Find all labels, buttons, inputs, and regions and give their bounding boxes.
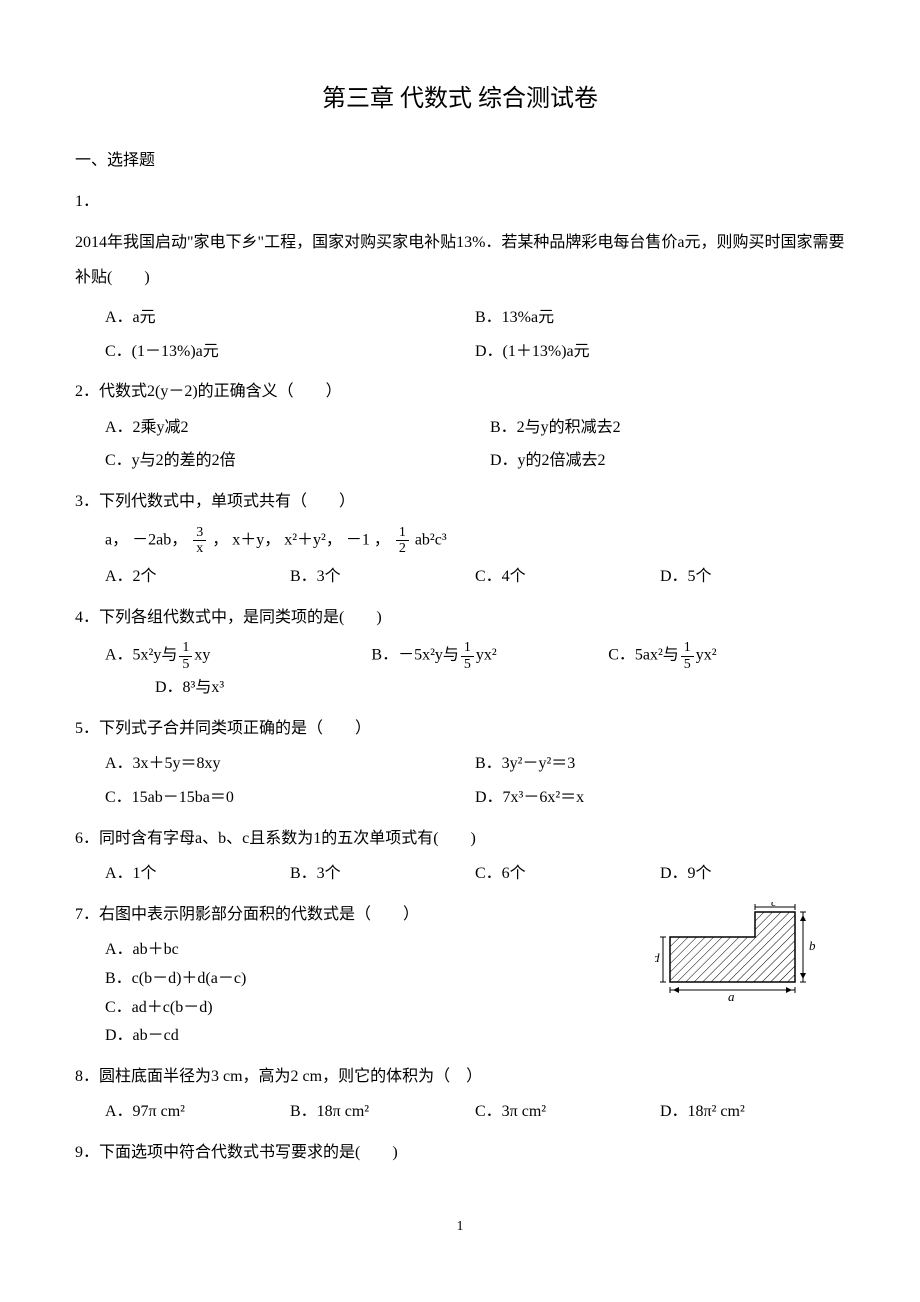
q1-optC: C．(1－13%)a元 xyxy=(105,339,475,365)
q3-expr-c: ， x＋y， x²＋y²， －1 ， xyxy=(212,531,390,548)
q3-optB: B．3个 xyxy=(290,564,475,590)
q3-expr-d: ab²c³ xyxy=(415,531,447,548)
q7-optD: D．ab－cd xyxy=(75,1023,845,1049)
q4-optA: A．5x²y与15xy xyxy=(105,640,371,672)
q1-number: 1． xyxy=(75,189,845,215)
q5-text: 5．下列式子合并同类项正确的是（ ） xyxy=(75,716,845,742)
q8-optA: A．97π cm² xyxy=(105,1099,290,1125)
q6-text: 6．同时含有字母a、b、c且系数为1的五次单项式有( ) xyxy=(75,826,845,852)
q5-optC: C．15ab－15ba＝0 xyxy=(105,785,475,811)
q8-options: A．97π cm² B．18π cm² C．3π cm² D．18π² cm² xyxy=(75,1099,845,1125)
q1-options-row2: C．(1－13%)a元 D．(1＋13%)a元 xyxy=(75,339,845,365)
q9-text: 9．下面选项中符合代数式书写要求的是( ) xyxy=(75,1140,845,1166)
q6-optD: D．9个 xyxy=(660,861,845,887)
q2-options-row1: A．2乘y减2 B．2与y的积减去2 xyxy=(75,415,845,441)
q3-expr-a: a， xyxy=(105,531,128,548)
q6-options: A．1个 B．3个 C．6个 D．9个 xyxy=(75,861,845,887)
q3-optD: D．5个 xyxy=(660,564,845,590)
q3-optC: C．4个 xyxy=(475,564,660,590)
q5-options-row1: A．3x＋5y＝8xy B．3y²－y²＝3 xyxy=(75,751,845,777)
q3-expressions: a， －2ab， 3x ， x＋y， x²＋y²， －1 ， 12 ab²c³ xyxy=(75,525,845,557)
q7-diagram: c b d a xyxy=(655,902,825,1002)
q3-optA: A．2个 xyxy=(105,564,290,590)
q3-options: A．2个 B．3个 C．4个 D．5个 xyxy=(75,564,845,590)
q2-options-row2: C．y与2的差的2倍 D．y的2倍减去2 xyxy=(75,448,845,474)
q2-optB: B．2与y的积减去2 xyxy=(490,415,875,441)
q4-options-row1: A．5x²y与15xy B．－5x²y与15yx² C．5ax²与15yx² xyxy=(75,640,845,672)
q7-label-b: b xyxy=(809,938,816,953)
q8-optD: D．18π² cm² xyxy=(660,1099,845,1125)
section-header: 一、选择题 xyxy=(75,148,845,174)
q1-optB: B．13%a元 xyxy=(475,305,845,331)
q8-optC: C．3π cm² xyxy=(475,1099,660,1125)
q5-optB: B．3y²－y²＝3 xyxy=(475,751,845,777)
q5-options-row2: C．15ab－15ba＝0 D．7x³－6x²＝x xyxy=(75,785,845,811)
q1-optD: D．(1＋13%)a元 xyxy=(475,339,845,365)
q3-frac1: 3x xyxy=(193,525,206,557)
q4-optB: B．－5x²y与15yx² xyxy=(371,640,608,672)
q6-optC: C．6个 xyxy=(475,861,660,887)
q6-optA: A．1个 xyxy=(105,861,290,887)
q5-optD: D．7x³－6x²＝x xyxy=(475,785,845,811)
q4-optD: D．8³与x³ xyxy=(75,675,845,701)
q1-text: 2014年我国启动"家电下乡"工程，国家对购买家电补贴13%．若某种品牌彩电每台… xyxy=(75,225,845,295)
q4-optC: C．5ax²与15yx² xyxy=(608,640,845,672)
q3-frac2: 12 xyxy=(396,525,409,557)
q5-optA: A．3x＋5y＝8xy xyxy=(105,751,475,777)
q1-optA: A．a元 xyxy=(105,305,475,331)
q2-optA: A．2乘y减2 xyxy=(75,415,490,441)
q1-options-row1: A．a元 B．13%a元 xyxy=(75,305,845,331)
page-number: 1 xyxy=(75,1216,845,1238)
q3-expr-b: －2ab， xyxy=(132,531,187,548)
q7-label-c: c xyxy=(771,902,777,909)
q8-optB: B．18π cm² xyxy=(290,1099,475,1125)
q4-text: 4．下列各组代数式中，是同类项的是( ) xyxy=(75,605,845,631)
q8-text: 8．圆柱底面半径为3 cm，高为2 cm，则它的体积为（ ） xyxy=(75,1064,845,1090)
q2-optD: D．y的2倍减去2 xyxy=(490,448,798,474)
q2-optC: C．y与2的差的2倍 xyxy=(75,448,490,474)
q7-container: 7．右图中表示阴影部分面积的代数式是（ ） A．ab＋bc B．c(b－d)＋d… xyxy=(75,902,845,1049)
q7-label-d: d xyxy=(655,950,660,965)
q7-label-a: a xyxy=(728,989,735,1002)
page-title: 第三章 代数式 综合测试卷 xyxy=(75,80,845,118)
q6-optB: B．3个 xyxy=(290,861,475,887)
q2-text: 2．代数式2(y－2)的正确含义（ ） xyxy=(75,379,845,405)
q3-text: 3．下列代数式中，单项式共有（ ） xyxy=(75,489,845,515)
